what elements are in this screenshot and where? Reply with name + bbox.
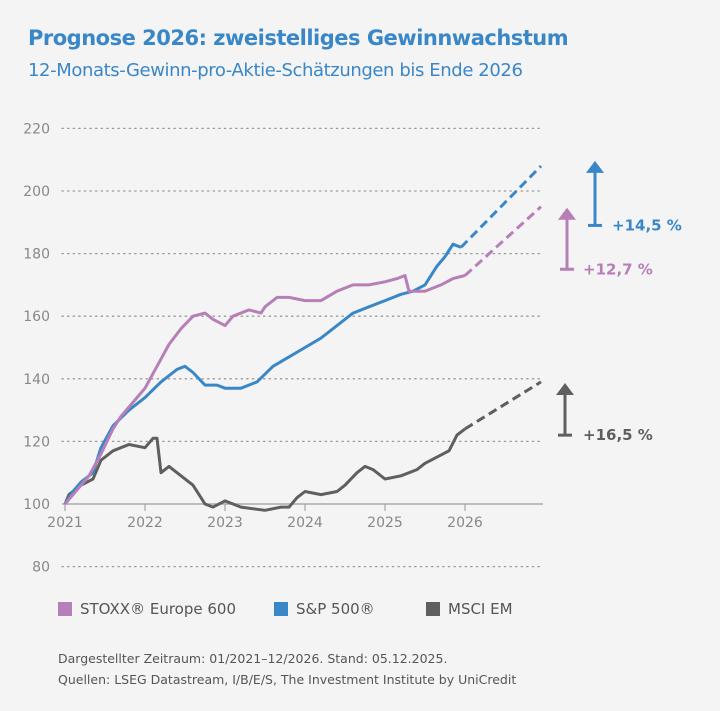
legend-item-msci-em: MSCI EM xyxy=(426,600,513,618)
legend-label-stoxx: STOXX® Europe 600 xyxy=(80,600,236,618)
legend-item-stoxx: STOXX® Europe 600 xyxy=(58,600,236,618)
x-tick-label: 2025 xyxy=(367,515,403,531)
x-tick-label: 2021 xyxy=(47,515,83,531)
series-line-sp500 xyxy=(63,242,462,505)
legend-swatch-stoxx xyxy=(58,602,72,616)
annotation-label: +16,5 % xyxy=(583,426,653,444)
annotation-arrow-head xyxy=(558,207,576,220)
footer-sources: Quellen: LSEG Datastream, I/B/E/S, The I… xyxy=(58,672,517,687)
footer: Dargestellter Zeitraum: 01/2021–12/2026.… xyxy=(58,648,516,690)
legend-label-msci-em: MSCI EM xyxy=(448,600,513,618)
y-tick-label: 200 xyxy=(23,184,50,200)
series-forecast-stoxx xyxy=(463,205,543,277)
x-tick-label: 2023 xyxy=(207,515,243,531)
line-chart: 80 100 120 140 160 180 200 220 2021 2022 2023 2024 2… xyxy=(23,121,682,576)
y-tick-label: 180 xyxy=(23,247,50,263)
annotation-label: +14,5 % xyxy=(612,216,682,234)
series-forecast-msci-em xyxy=(464,380,542,431)
series-line-stoxx xyxy=(63,274,466,505)
y-tick-label: 80 xyxy=(32,560,50,576)
y-tick-label: 120 xyxy=(23,434,50,450)
x-tick-label: 2022 xyxy=(127,515,163,531)
annotation-arrow-head xyxy=(556,383,574,396)
series-forecast-sp500 xyxy=(459,164,543,249)
footer-period: Dargestellter Zeitraum: 01/2021–12/2026.… xyxy=(58,651,448,666)
x-tick-label: 2024 xyxy=(287,515,323,531)
y-tick-label: 140 xyxy=(23,372,50,388)
chart-subtitle: 12-Monats-Gewinn-pro-Aktie-Schätzungen b… xyxy=(28,60,523,81)
y-tick-label: 100 xyxy=(23,497,50,513)
legend-label-sp500: S&P 500® xyxy=(296,600,375,618)
legend-swatch-sp500 xyxy=(274,602,288,616)
series-line-msci-em xyxy=(63,427,466,512)
annotation-arrow-head xyxy=(586,160,604,173)
annotation-label: +12,7 % xyxy=(583,260,653,278)
legend-item-sp500: S&P 500® xyxy=(274,600,375,618)
legend-swatch-msci-em xyxy=(426,602,440,616)
chart-title: Prognose 2026: zweistelliges Gewinnwachs… xyxy=(28,26,569,50)
x-tick-label: 2026 xyxy=(447,515,483,531)
y-tick-label: 160 xyxy=(23,309,50,325)
y-tick-label: 220 xyxy=(23,121,50,137)
